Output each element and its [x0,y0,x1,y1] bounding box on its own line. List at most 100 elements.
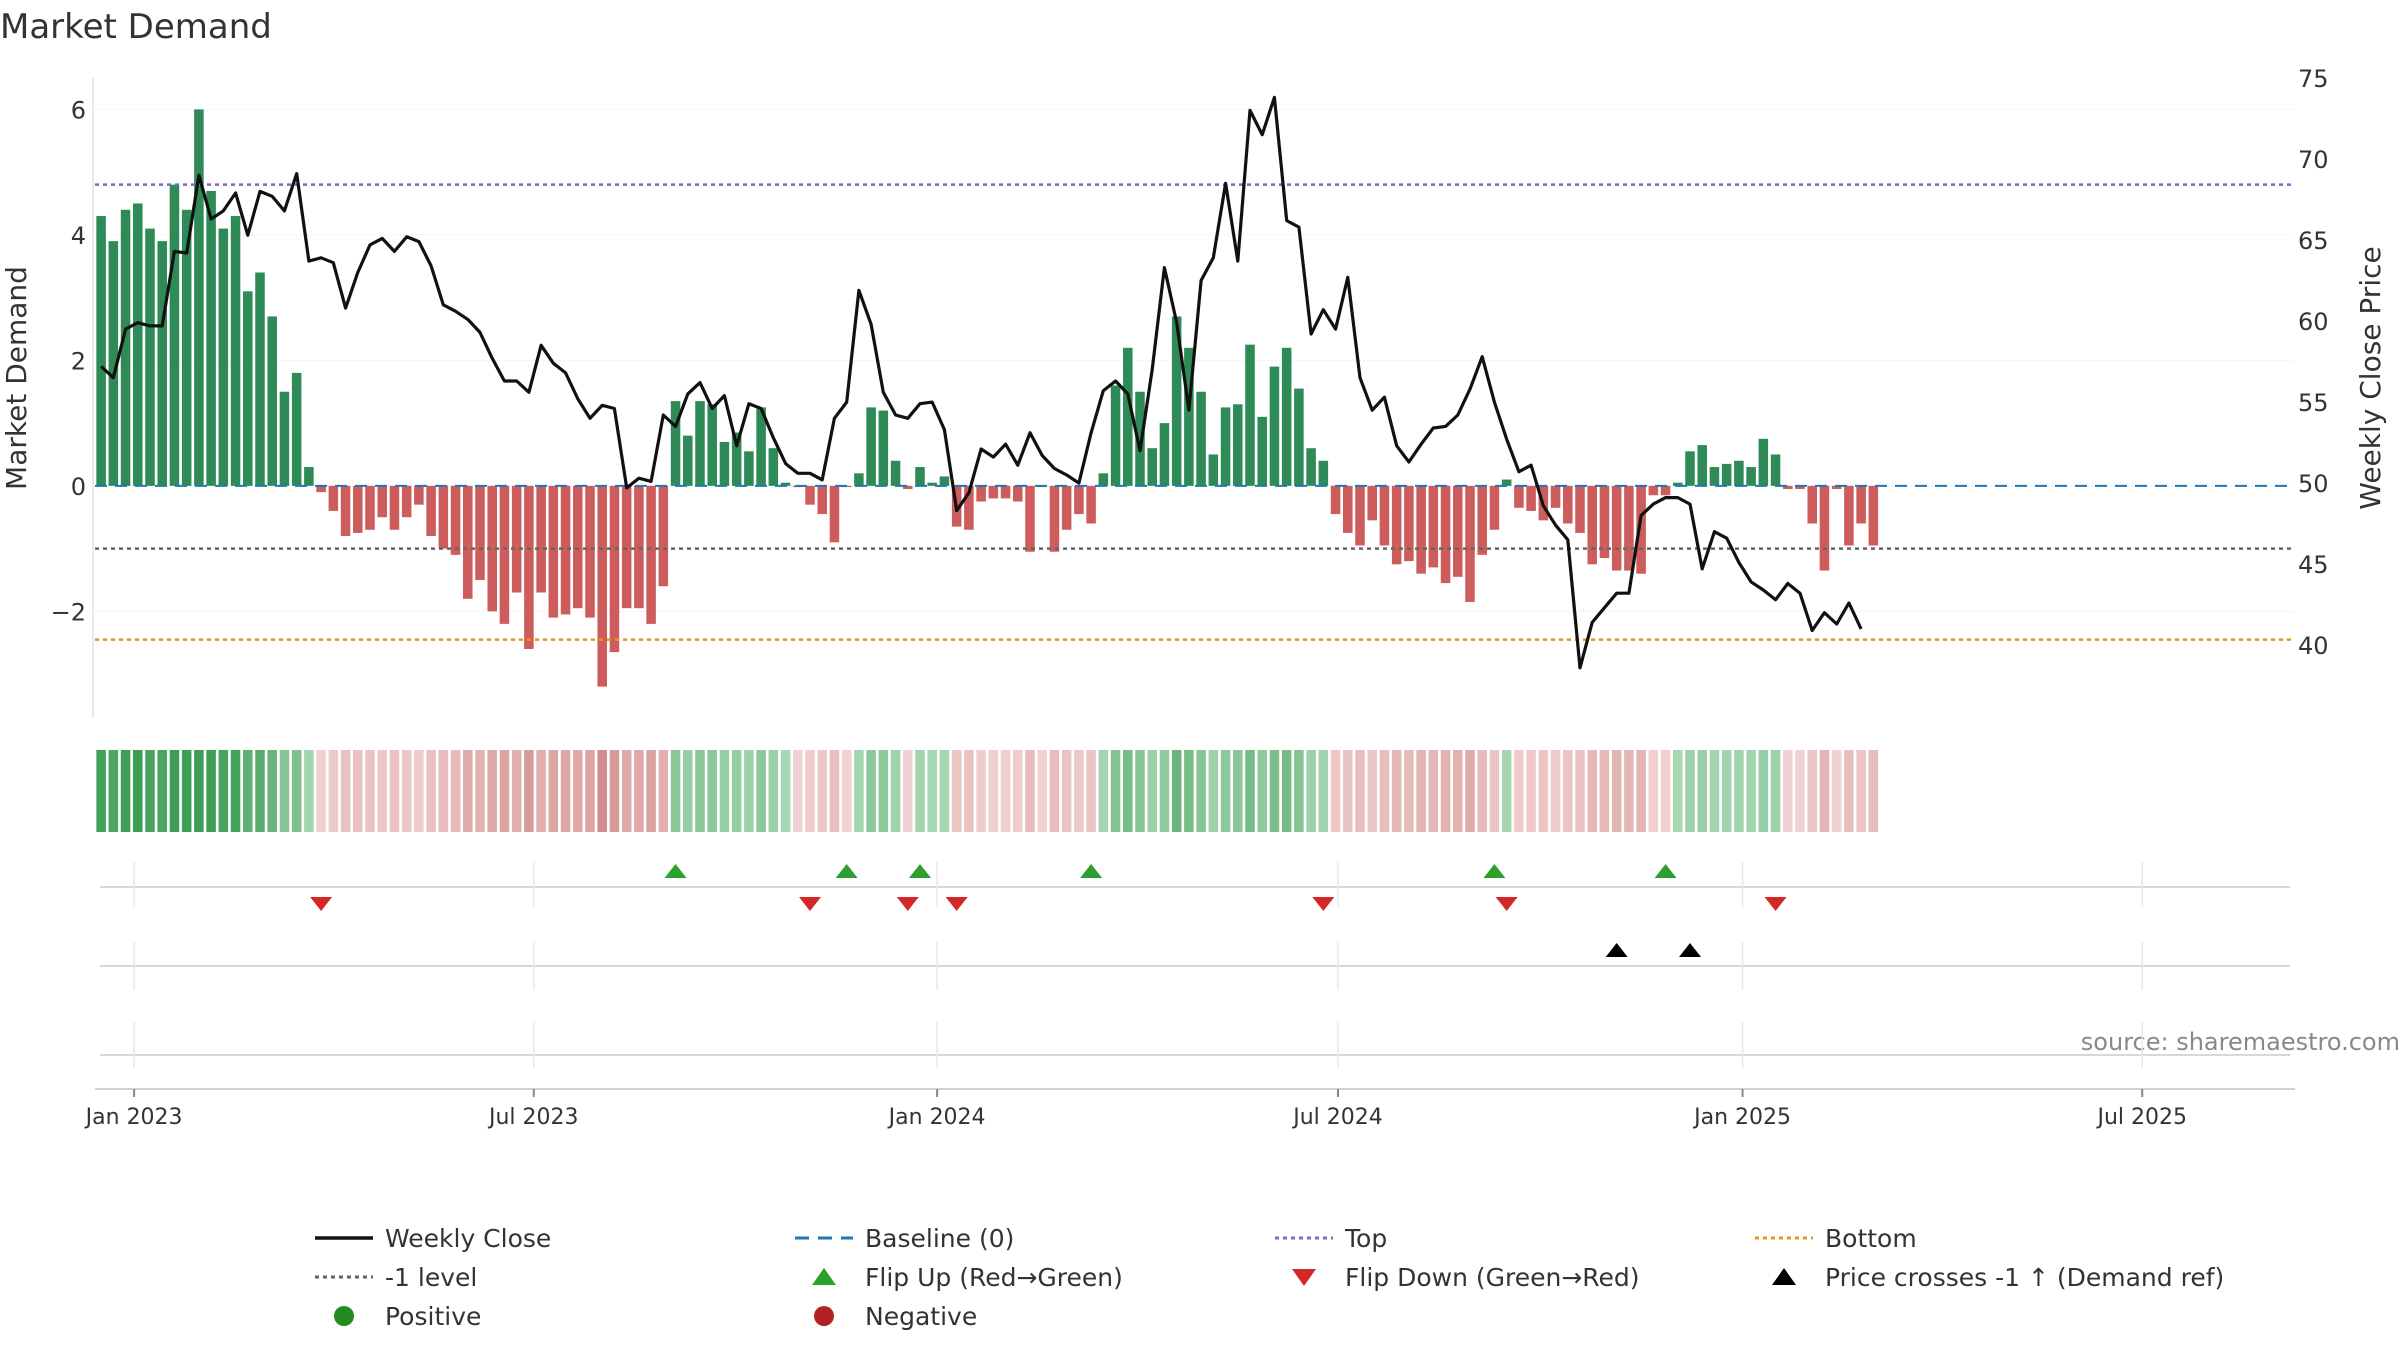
heat-cell [1123,750,1133,832]
demand-bar [817,485,827,515]
demand-bar [1831,485,1842,489]
demand-bar [1489,485,1500,530]
heat-cell [927,750,937,832]
demand-bar [206,190,216,486]
heat-cell [365,750,375,832]
price-cross-panel [100,943,2290,967]
legend-swatch [814,1306,834,1326]
heat-cell [719,750,730,832]
heat-cell [1795,750,1805,832]
heat-cell [1013,750,1023,832]
heat-cell [866,750,876,832]
demand-bar [1685,451,1695,486]
heat-cell [780,750,791,832]
heat-cell [1807,750,1817,832]
heat-cell [157,750,167,832]
heat-cell [793,750,803,832]
heat-cell [976,750,986,832]
heat-cell [1391,750,1402,832]
heat-cell [1428,750,1439,832]
x-tick-label: Jul 2023 [487,1105,579,1130]
demand-bar [1281,347,1292,486]
demand-bar [353,485,363,533]
heat-cell [1416,750,1426,832]
demand-bar [1709,467,1720,486]
heat-cell [328,750,339,832]
demand-bar [291,372,302,486]
flip-down-marker [945,897,968,911]
legend-item: Baseline (0) [795,1224,1014,1253]
demand-bar [1257,416,1267,486]
demand-bar [243,291,253,486]
heat-cell [1367,750,1377,832]
demand-bar [169,184,180,486]
heat-cell [145,750,155,832]
legend-label: Top [1344,1224,1387,1253]
heat-cell [1098,750,1109,832]
heat-cell [487,750,497,832]
left-tick-label: 6 [71,96,86,124]
heat-cell [1000,750,1011,832]
heat-cell [1673,750,1683,832]
demand-bar [731,432,742,486]
heat-cell [1746,750,1756,832]
heat-cell [1721,750,1732,832]
demand-bar [1575,485,1585,533]
heat-cell [279,750,290,832]
heat-cell [1184,750,1194,832]
demand-bar [1184,347,1194,486]
heat-cell [108,750,119,832]
demand-bar [988,485,999,499]
demand-bar [133,203,143,486]
demand-bar [1367,485,1377,521]
heat-cell [181,750,192,832]
heat-cell [1563,750,1573,832]
heat-cell [463,750,473,832]
heat-cell [683,750,693,832]
heat-cell [401,750,412,832]
heat-cell [120,750,131,832]
demand-bar [267,316,277,486]
heat-cell [939,750,950,832]
demand-bar [780,482,791,486]
heat-cell [854,750,864,832]
legend-swatch [812,1268,836,1285]
demand-bar [805,485,815,505]
legend-label: -1 level [385,1263,477,1292]
heat-cell [805,750,815,832]
demand-bar [1147,448,1157,486]
demand-bar [1049,485,1060,552]
heat-cell [450,750,461,832]
demand-bar [377,485,387,518]
legend-item: Top [1275,1224,1387,1253]
legend-label: Weekly Close [385,1224,551,1253]
heat-cell [1831,750,1842,832]
heat-cell [169,750,180,832]
heat-cell [1477,750,1487,832]
heat-cell [218,750,229,832]
demand-bar [1721,463,1732,486]
source-label: source: sharemaestro.com [2081,1028,2400,1056]
heat-cell [1245,750,1255,832]
heat-cell [1049,750,1060,832]
demand-bar [1807,485,1817,524]
demand-bar [1563,485,1573,524]
heat-cell [1257,750,1267,832]
heat-cell [621,750,632,832]
demand-bar [475,485,485,580]
x-tick-label: Jul 2024 [1291,1105,1383,1130]
heat-cell [1330,750,1341,832]
heat-cell [304,750,314,832]
demand-bar [1868,485,1879,546]
heat-cell [817,750,827,832]
heat-cell [670,750,681,832]
heat-cell [634,750,644,832]
heat-cell [560,750,571,832]
demand-bar [463,485,473,599]
demand-bar [658,485,669,587]
demand-bar [487,485,497,612]
heat-cell [841,750,852,832]
demand-bar [548,485,559,618]
legend-swatch [1292,1269,1316,1286]
heat-cell [536,750,546,832]
